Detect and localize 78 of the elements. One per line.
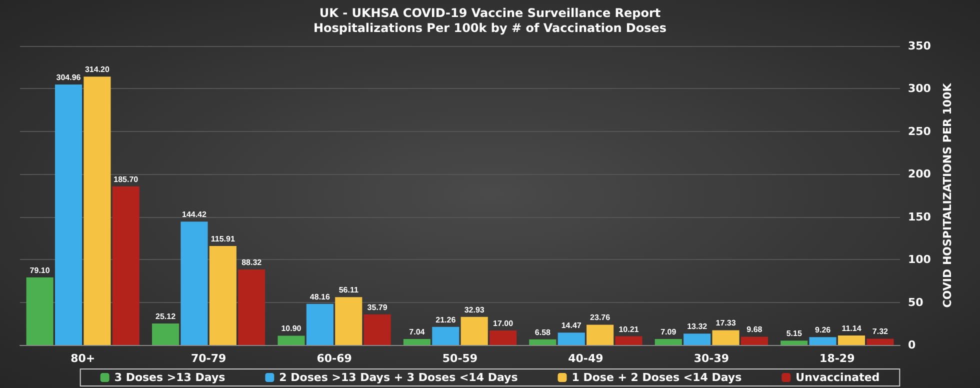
data-label: 21.26 [436, 315, 456, 324]
data-label: 115.91 [210, 234, 236, 244]
bar [335, 297, 362, 345]
data-label: 7.32 [872, 327, 889, 336]
legend-label: 3 Doses >13 Days [114, 371, 226, 384]
data-label: 13.32 [687, 322, 708, 332]
x-tick-label: 80+ [70, 352, 96, 365]
y-tick-label: 0 [908, 338, 916, 352]
data-label: 17.33 [716, 318, 736, 328]
bar [780, 340, 808, 345]
bar [152, 324, 180, 345]
data-label: 32.93 [464, 305, 485, 314]
y-tick-label: 300 [908, 82, 932, 96]
data-label: 304.96 [56, 72, 82, 82]
bar [238, 270, 266, 345]
bar [180, 222, 208, 345]
data-label: 10.21 [618, 324, 640, 334]
y-tick-label: 150 [908, 210, 932, 224]
data-label: 23.76 [590, 313, 611, 322]
chart-title: UK - UKHSA COVID-19 Vaccine Surveillance Report [319, 6, 661, 20]
bar [403, 338, 430, 345]
bar [866, 338, 894, 345]
data-label: 7.09 [660, 327, 677, 336]
bar [529, 339, 556, 345]
bar [364, 314, 391, 345]
bar [209, 246, 236, 345]
data-label: 25.12 [156, 312, 176, 322]
bar [838, 335, 866, 345]
x-tick-label: 18-29 [820, 352, 855, 365]
y-axis-title: COVID HOSPITALIZATIONS PER 100K [940, 82, 954, 308]
data-label: 9.26 [815, 326, 832, 335]
data-label: 10.90 [281, 324, 302, 334]
bar [278, 336, 305, 345]
bar [558, 332, 585, 345]
data-label: 56.11 [338, 286, 359, 295]
data-label: 17.00 [493, 318, 514, 328]
bar [306, 304, 334, 345]
legend-label: 2 Doses >13 Days + 3 Doses <14 Days [279, 371, 518, 384]
legend-label: Unvaccinated [796, 371, 880, 384]
bar [740, 336, 768, 345]
bar [84, 76, 111, 345]
legend-label: 1 Dose + 2 Doses <14 Days [572, 371, 742, 384]
y-tick-label: 100 [908, 253, 932, 266]
data-label: 144.42 [182, 210, 208, 220]
bar [26, 277, 54, 345]
y-tick-label: 250 [908, 124, 932, 138]
x-tick-label: 30-39 [694, 352, 730, 365]
data-label: 314.20 [84, 65, 110, 74]
data-label: 79.10 [30, 266, 50, 275]
data-label: 35.79 [367, 302, 388, 312]
bar [684, 334, 711, 345]
bar [615, 336, 642, 345]
y-tick-label: 50 [908, 296, 924, 309]
data-label: 48.16 [310, 292, 330, 302]
bar [809, 337, 836, 345]
bar [460, 316, 488, 345]
bar [654, 338, 682, 345]
x-tick-label: 40-49 [568, 352, 604, 365]
bar [54, 84, 82, 345]
data-label: 185.70 [114, 174, 139, 184]
data-label: 7.04 [409, 327, 426, 336]
y-tick-label: 200 [908, 168, 932, 181]
data-label: 14.47 [561, 321, 582, 330]
bar [490, 330, 517, 345]
data-label: 11.14 [842, 324, 862, 333]
x-tick-label: 50-59 [442, 352, 478, 365]
bar [586, 324, 614, 345]
chart-subtitle: Hospitalizations Per 100k by # of Vaccination Doses [313, 21, 667, 35]
x-tick-label: 70-79 [190, 352, 226, 365]
bar [712, 330, 740, 345]
x-tick-label: 60-69 [316, 352, 352, 365]
data-label: 6.58 [534, 328, 552, 337]
data-label: 88.32 [242, 258, 262, 268]
data-label: 5.15 [786, 329, 802, 338]
y-tick-label: 350 [908, 40, 932, 52]
bar [112, 186, 140, 345]
data-label: 9.68 [746, 325, 763, 334]
bar [432, 326, 460, 345]
